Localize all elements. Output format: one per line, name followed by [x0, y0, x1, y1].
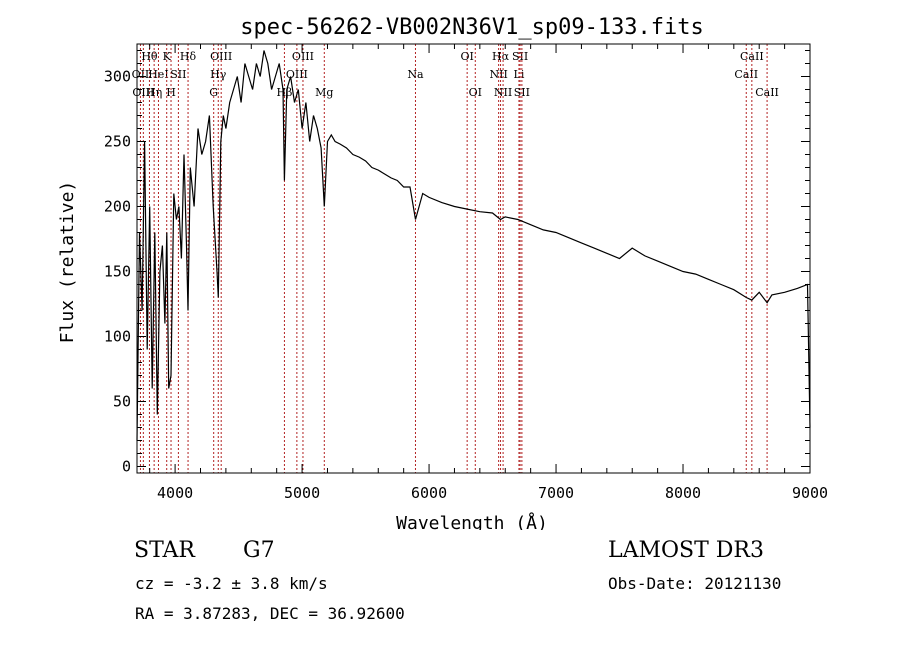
y-tick-label: 50	[113, 393, 131, 411]
line-label-mg: Mg	[315, 86, 333, 99]
line-label-caii: CaII	[734, 68, 758, 81]
y-tick-label: 300	[104, 68, 131, 86]
series-line-flux	[136, 50, 811, 441]
line-label-hγ: Hγ	[210, 68, 227, 81]
line-label-nii: NII	[489, 68, 507, 81]
y-axis-label: Flux (relative)	[57, 181, 78, 344]
line-label-li: Li	[514, 68, 525, 81]
line-label-sii: SII	[514, 86, 530, 99]
y-tick-label: 200	[104, 198, 131, 216]
line-label-caii: CaII	[740, 50, 764, 63]
plot-frame	[136, 43, 811, 474]
spectrum-chart: spec-56262-VB002N36V1_sp09-133.fits OII O…	[57, 15, 828, 530]
y-tick-label: 100	[104, 328, 131, 346]
chart-title: spec-56262-VB002N36V1_sp09-133.fits	[240, 15, 704, 40]
x-axis-label: Wavelength (Å)	[396, 512, 548, 530]
observation-date: Obs-Date: 20121130	[608, 574, 782, 593]
survey-name: LAMOST DR3	[608, 538, 764, 563]
line-label-nii: NII	[494, 86, 512, 99]
line-label-oi: OI	[469, 86, 482, 99]
emission-line-markers: OIIOIIIHθHηHeIKHSIIHδGHγOIIIHβOIIIOIIIMg…	[132, 44, 779, 473]
x-tick-label: 6000	[411, 484, 447, 502]
line-label-oi: OI	[460, 50, 473, 63]
y-tick-label: 250	[104, 133, 131, 151]
object-type: STAR	[134, 538, 195, 563]
y-tick-label: 0	[122, 458, 131, 476]
line-label-sii: SII	[170, 68, 186, 81]
line-label-caii: CaII	[755, 86, 779, 99]
line-label-hα: Hα	[492, 50, 510, 63]
x-tick-label: 5000	[284, 484, 320, 502]
y-tick-label: 150	[104, 263, 131, 281]
line-label-hei: HeI	[148, 68, 168, 81]
spectrum-series	[136, 50, 811, 441]
line-label-g: G	[209, 86, 218, 99]
spectral-class: G7	[243, 538, 275, 563]
line-label-h: H	[166, 86, 176, 99]
axes: 4000 5000 6000 7000 8000 9000 0 50 100 150 200 250 3…	[104, 43, 828, 502]
line-label-hη: Hη	[146, 86, 162, 99]
line-label-sii: SII	[512, 50, 528, 63]
line-label-hβ: Hβ	[276, 86, 292, 99]
line-label-oiii: OIII	[210, 50, 232, 63]
redshift-velocity: cz = -3.2 ± 3.8 km/s	[135, 574, 328, 593]
line-label-k: K	[163, 50, 172, 63]
x-tick-label: 8000	[665, 484, 701, 502]
x-tick-label: 9000	[792, 484, 828, 502]
line-label-oiii: OIII	[292, 50, 314, 63]
ra-dec-coordinates: RA = 3.87283, DEC = 36.92600	[135, 604, 405, 623]
line-label-oii: OII	[132, 68, 150, 81]
line-label-oiii: OIII	[286, 68, 308, 81]
x-tick-label: 7000	[538, 484, 574, 502]
line-label-na: Na	[407, 68, 424, 81]
x-tick-label: 4000	[157, 484, 193, 502]
line-label-hδ: Hδ	[180, 50, 197, 63]
line-label-hθ: Hθ	[141, 50, 158, 63]
